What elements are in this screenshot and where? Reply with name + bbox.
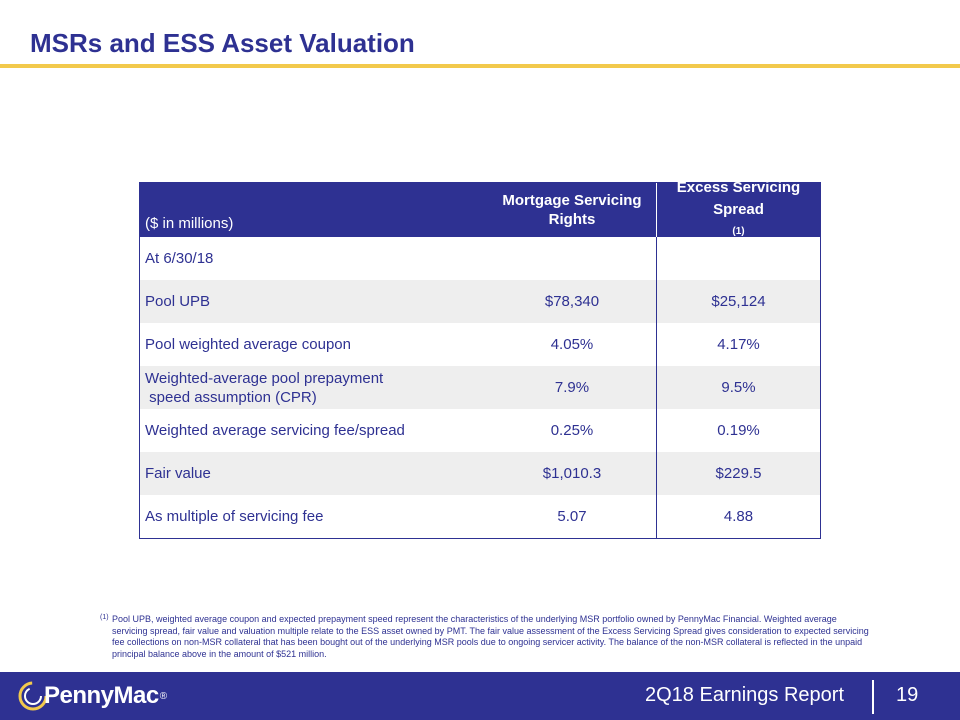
row-label-line-1: Weighted-average pool prepayment <box>145 369 384 387</box>
ess-value: 4.88 <box>656 495 820 538</box>
row-label: Weighted average servicing fee/spread <box>145 422 405 439</box>
row-label: As multiple of servicing fee <box>145 508 324 525</box>
pennymac-swirl-icon <box>18 681 48 711</box>
table-row: Pool weighted average coupon 4.05% 4.17% <box>140 323 820 366</box>
row-label: Fair value <box>145 465 211 482</box>
pennymac-logo: PennyMac ® <box>18 680 167 712</box>
ess-value: 4.17% <box>656 323 820 366</box>
footnote: (1) Pool UPB, weighted average coupon an… <box>100 614 870 660</box>
msr-value: $78,340 <box>544 293 600 310</box>
footer-divider <box>872 680 874 714</box>
ess-value <box>656 237 820 280</box>
valuation-table: ($ in millions) Mortgage Servicing Right… <box>139 179 821 539</box>
msr-value: 7.9% <box>554 379 590 396</box>
table-row: Pool UPB $78,340 $25,124 <box>140 280 820 323</box>
column-header-ess: Excess Servicing Spread (1) <box>656 179 820 237</box>
registered-mark: ® <box>159 690 168 702</box>
row-label-line-2: speed assumption (CPR) <box>145 388 317 406</box>
report-label: 2Q18 Earnings Report <box>645 684 845 706</box>
row-label: Pool weighted average coupon <box>145 336 351 353</box>
footer-bar: PennyMac ® 2Q18 Earnings Report 19 <box>0 672 960 720</box>
page-title: MSRs and ESS Asset Valuation <box>30 28 415 58</box>
ess-value: $229.5 <box>656 452 820 495</box>
msr-value: 4.05% <box>550 336 594 353</box>
row-label: Weighted-average pool prepayment speed a… <box>140 369 488 407</box>
ess-value: $25,124 <box>656 280 820 323</box>
msr-value: 0.25% <box>550 422 594 439</box>
table-row: At 6/30/18 <box>140 237 820 280</box>
msr-value: 5.07 <box>557 508 587 525</box>
unit-label: ($ in millions) <box>145 215 234 232</box>
column-header-msr: Mortgage Servicing Rights <box>502 192 642 228</box>
table-row: Weighted average servicing fee/spread 0.… <box>140 409 820 452</box>
table-row: As multiple of servicing fee 5.07 4.88 <box>140 495 820 538</box>
ess-value: 9.5% <box>656 366 820 409</box>
ess-value: 0.19% <box>656 409 820 452</box>
title-underline <box>0 64 960 68</box>
table-row: Fair value $1,010.3 $229.5 <box>140 452 820 495</box>
footnote-reference: (1) <box>732 226 745 237</box>
table-row: Weighted-average pool prepayment speed a… <box>140 366 820 409</box>
row-label: Pool UPB <box>145 293 211 310</box>
page-number: 19 <box>896 684 919 706</box>
footnote-text: Pool UPB, weighted average coupon and ex… <box>112 614 869 659</box>
row-label: At 6/30/18 <box>145 250 214 267</box>
footnote-marker: (1) <box>100 614 109 621</box>
table-header-row: ($ in millions) Mortgage Servicing Right… <box>140 179 820 237</box>
column-header-ess-label: Excess Servicing Spread <box>676 179 801 218</box>
msr-value: $1,010.3 <box>542 465 602 482</box>
logo-wordmark: PennyMac <box>44 682 159 709</box>
